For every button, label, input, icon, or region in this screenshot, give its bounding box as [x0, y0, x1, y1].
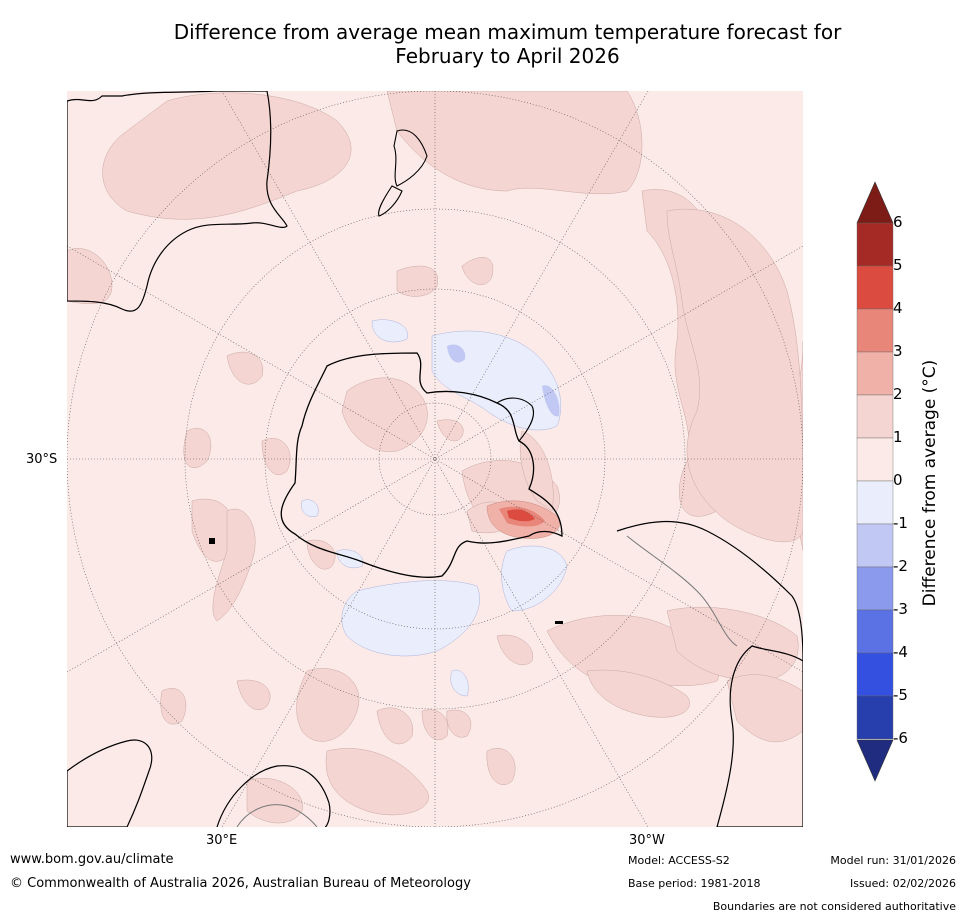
lon-label-30e: 30°E [206, 833, 238, 848]
new-zealand-south [378, 185, 403, 217]
anomaly-4-to-5-region [507, 509, 535, 522]
colorbar-tick-label: -4 [893, 643, 908, 661]
madagascar-coastline [67, 739, 153, 827]
colorbar-tick-label: -1 [893, 514, 908, 532]
colorbar-band-2 [856, 308, 894, 353]
colorbar-over-triangle [856, 181, 894, 224]
anomaly-minus2-to-minus1-region-a [447, 344, 466, 363]
anomaly-minus1-to-0-regions [301, 319, 568, 697]
kerguelen-island [209, 538, 215, 544]
colorbar-bands [856, 222, 894, 740]
anomaly-1-to-2-regions [67, 91, 803, 824]
colorbar [856, 181, 894, 782]
graticule [67, 91, 803, 827]
lat-label-30s: 30°S [26, 452, 58, 467]
south-america-boundary [626, 535, 738, 647]
southern-africa-boundary [236, 804, 318, 827]
southern-africa-coastline [216, 765, 331, 827]
colorbar-under-triangle [856, 739, 894, 782]
lon-label-30w: 30°W [629, 833, 665, 848]
colorbar-tick-label: 4 [893, 299, 903, 317]
footer-model-run: Model run: 31/01/2026 [830, 854, 956, 867]
colorbar-tick-label: 1 [893, 428, 903, 446]
colorbar-tick-label: 0 [893, 471, 903, 489]
colorbar-tick-label: 6 [893, 213, 903, 231]
chart-title: Difference from average mean maximum tem… [0, 20, 965, 68]
colorbar-band-3 [856, 351, 894, 396]
anomaly-minus2-to-minus1-region-b [542, 385, 560, 417]
colorbar-tick-label: 2 [893, 385, 903, 403]
colorbar-tick-label: 3 [893, 342, 903, 360]
antarctic-peninsula [496, 397, 535, 442]
footer-website: www.bom.gov.au/climate [10, 852, 174, 867]
colorbar-band-7 [856, 523, 894, 568]
colorbar-band-10 [856, 652, 894, 697]
polar-map [67, 91, 803, 827]
colorbar-tick-label: -6 [893, 729, 908, 747]
footer-copyright: © Commonwealth of Australia 2026, Austra… [10, 876, 471, 891]
title-line-2: February to April 2026 [395, 44, 620, 68]
footer-model: Model: ACCESS-S2 [628, 854, 730, 867]
australia-coastline [67, 91, 288, 312]
colorbar-band-8 [856, 566, 894, 611]
colorbar-band-9 [856, 609, 894, 654]
south-america-coastline [616, 521, 803, 827]
colorbar-band-4 [856, 394, 894, 439]
colorbar-band-11 [856, 695, 894, 740]
colorbar-band-5 [856, 437, 894, 482]
colorbar-title: Difference from average (°C) [920, 359, 940, 607]
colorbar-band-0 [856, 222, 894, 267]
footer-issued: Issued: 02/02/2026 [849, 877, 956, 890]
colorbar-tick-label: -2 [893, 557, 908, 575]
title-line-1: Difference from average mean maximum tem… [173, 20, 842, 44]
antarctica-coastline [280, 352, 563, 578]
footer-disclaimer: Boundaries are not considered authoritat… [712, 900, 956, 913]
footer-base-period: Base period: 1981-2018 [628, 877, 761, 890]
new-zealand-north [393, 129, 428, 187]
colorbar-tick-label: -3 [893, 600, 908, 618]
colorbar-tick-label: 5 [893, 256, 903, 274]
south-georgia-island [555, 621, 563, 624]
colorbar-tick-label: -5 [893, 686, 908, 704]
colorbar-band-6 [856, 480, 894, 525]
colorbar-band-1 [856, 265, 894, 310]
